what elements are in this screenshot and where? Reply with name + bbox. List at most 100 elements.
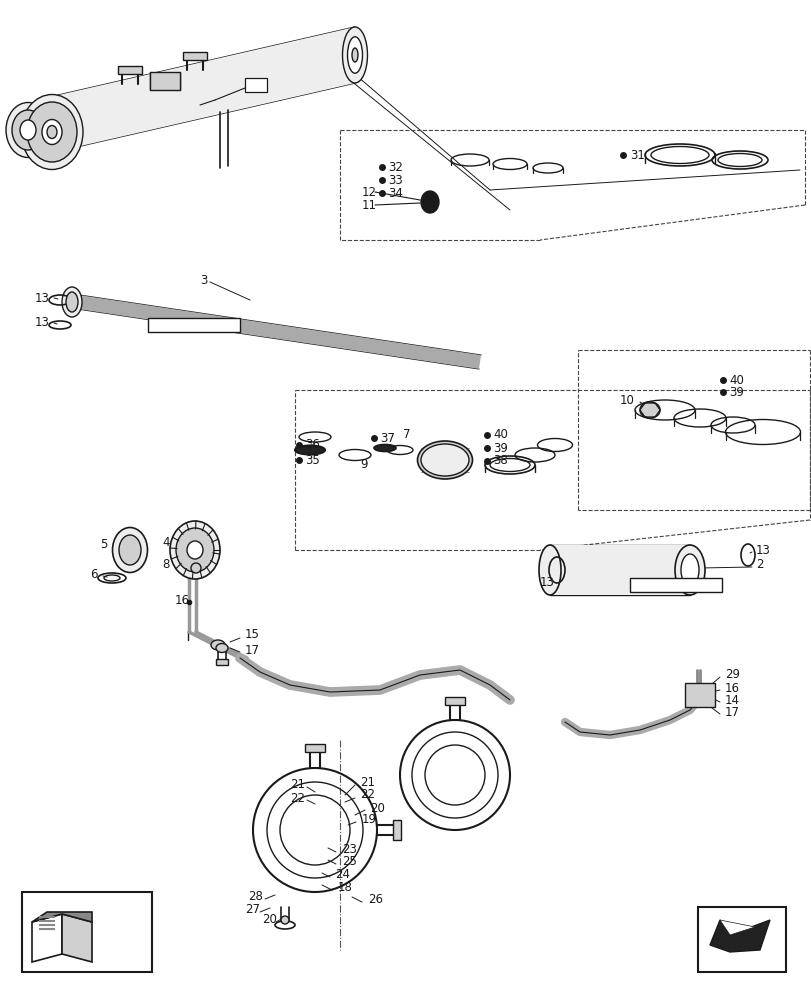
Ellipse shape <box>27 102 77 162</box>
Text: 6: 6 <box>90 568 97 582</box>
Text: 13: 13 <box>755 544 770 556</box>
Text: 17: 17 <box>245 644 260 656</box>
Ellipse shape <box>211 640 225 650</box>
Text: 2: 2 <box>755 558 762 572</box>
Bar <box>245 78 267 92</box>
Ellipse shape <box>62 287 82 317</box>
Text: 31: 31 <box>629 149 644 162</box>
Text: 35: 35 <box>305 454 320 466</box>
Text: 17: 17 <box>724 706 739 718</box>
Text: 32: 32 <box>388 161 402 174</box>
Text: 13: 13 <box>35 316 49 330</box>
Text: 9: 9 <box>359 458 367 472</box>
Bar <box>182 52 207 60</box>
Circle shape <box>281 916 289 924</box>
Text: 22: 22 <box>290 791 305 804</box>
Text: 20: 20 <box>262 913 277 926</box>
Polygon shape <box>32 912 92 922</box>
Text: 84.910.AD 01: 84.910.AD 01 <box>151 320 222 330</box>
Text: 28: 28 <box>247 890 263 904</box>
Polygon shape <box>709 920 769 952</box>
Ellipse shape <box>680 554 698 586</box>
Ellipse shape <box>674 545 704 595</box>
Text: 38: 38 <box>492 454 507 468</box>
Text: 18: 18 <box>337 882 353 894</box>
Bar <box>549 545 689 595</box>
Text: 25: 25 <box>341 855 357 868</box>
Text: 13: 13 <box>539 576 554 588</box>
Ellipse shape <box>47 126 57 139</box>
Text: 22: 22 <box>359 788 375 801</box>
Text: 23: 23 <box>341 843 357 856</box>
Text: 16: 16 <box>724 682 739 694</box>
Ellipse shape <box>294 446 324 454</box>
Bar <box>148 318 240 332</box>
Ellipse shape <box>420 191 439 213</box>
Text: 1: 1 <box>247 79 255 92</box>
Bar <box>697 907 785 972</box>
Text: 16: 16 <box>175 593 190 606</box>
Text: 4: 4 <box>162 536 169 548</box>
Text: 36: 36 <box>305 438 320 452</box>
Text: 40: 40 <box>728 373 743 386</box>
Ellipse shape <box>351 48 358 62</box>
Text: 30 =: 30 = <box>112 926 142 939</box>
Polygon shape <box>50 27 354 153</box>
Text: 19: 19 <box>362 813 376 826</box>
Bar <box>393 820 401 840</box>
Text: 40: 40 <box>492 428 507 442</box>
Text: 21: 21 <box>359 776 375 788</box>
Text: 13: 13 <box>35 292 49 304</box>
Ellipse shape <box>216 644 228 652</box>
Polygon shape <box>64 293 480 369</box>
Ellipse shape <box>66 292 78 312</box>
Text: 27: 27 <box>245 903 260 916</box>
Ellipse shape <box>21 95 83 170</box>
Text: 39: 39 <box>492 442 507 454</box>
Ellipse shape <box>539 545 560 595</box>
Text: KIT: KIT <box>67 932 84 942</box>
Polygon shape <box>32 914 62 962</box>
Ellipse shape <box>639 402 659 418</box>
Ellipse shape <box>169 521 220 579</box>
Ellipse shape <box>374 444 396 452</box>
Bar <box>150 72 180 90</box>
Text: 14: 14 <box>724 694 739 706</box>
Ellipse shape <box>347 37 362 73</box>
Bar <box>118 66 142 74</box>
Text: 10: 10 <box>620 393 634 406</box>
Ellipse shape <box>12 110 44 150</box>
Text: 7: 7 <box>402 428 410 442</box>
Text: 34: 34 <box>388 187 402 200</box>
Text: KIT: KIT <box>35 932 53 942</box>
Text: 3: 3 <box>200 273 207 286</box>
Circle shape <box>191 563 201 573</box>
Ellipse shape <box>176 528 214 572</box>
Text: 84.910.AD 01: 84.910.AD 01 <box>633 580 703 590</box>
Text: 8: 8 <box>162 558 169 570</box>
Bar <box>684 683 714 707</box>
Ellipse shape <box>20 120 36 140</box>
Ellipse shape <box>42 120 62 145</box>
Ellipse shape <box>342 27 367 83</box>
Polygon shape <box>719 920 754 935</box>
Text: 12: 12 <box>362 186 376 199</box>
Text: 11: 11 <box>362 199 376 212</box>
Text: 20: 20 <box>370 801 384 814</box>
Ellipse shape <box>6 103 50 158</box>
Text: 21: 21 <box>290 778 305 791</box>
Ellipse shape <box>420 444 469 476</box>
Text: 24: 24 <box>335 868 350 882</box>
Bar <box>216 659 228 665</box>
Bar <box>629 578 721 592</box>
Text: 15: 15 <box>245 628 260 642</box>
Bar <box>444 697 465 705</box>
Ellipse shape <box>119 535 141 565</box>
Text: 5: 5 <box>100 538 107 550</box>
Text: 33: 33 <box>388 174 402 187</box>
Text: 26: 26 <box>367 894 383 906</box>
Bar <box>305 744 324 752</box>
Bar <box>22 892 152 972</box>
Text: 29: 29 <box>724 668 739 682</box>
Ellipse shape <box>417 441 472 479</box>
